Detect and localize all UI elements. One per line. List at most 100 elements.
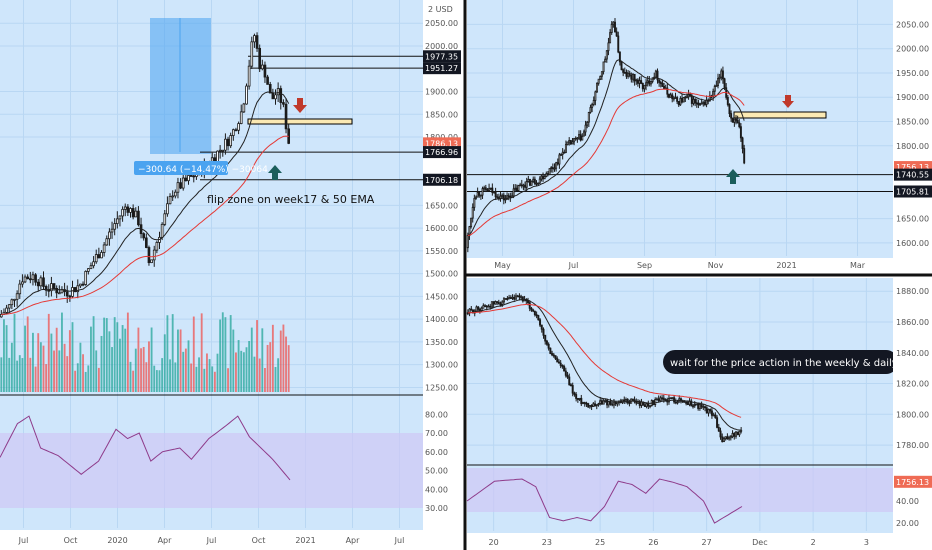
candle-body <box>540 175 543 180</box>
candle-body <box>654 399 657 406</box>
candle-body <box>102 244 106 253</box>
candle-body <box>494 301 497 305</box>
candle-body <box>92 261 95 267</box>
candle-body <box>485 305 488 308</box>
candle-body <box>609 32 612 44</box>
rsi-tick-label: 30.00 <box>425 504 448 513</box>
candle-body <box>142 233 146 239</box>
candle-body <box>502 298 505 303</box>
candle-body <box>690 400 693 407</box>
candle-body <box>671 397 674 400</box>
candle-body <box>700 404 703 408</box>
ema-slow-line <box>1 135 289 315</box>
candle-body <box>671 94 674 100</box>
candle-body <box>632 73 634 80</box>
candle-body <box>506 298 509 300</box>
volume-bar <box>248 341 251 392</box>
price-tag-label: 1786.13 <box>425 139 458 148</box>
candle-body <box>659 82 662 84</box>
candle-body <box>97 254 101 259</box>
candle-body <box>568 376 571 386</box>
volume-bar <box>195 366 198 392</box>
candle-body <box>682 97 685 103</box>
candle-body <box>466 235 469 249</box>
time-tick-label: May <box>494 261 511 270</box>
candle-body <box>113 223 117 230</box>
candle-body <box>553 167 556 170</box>
candle-body <box>705 99 708 105</box>
volume-bar <box>32 332 34 392</box>
right-top-panel-background <box>467 0 893 258</box>
volume-bar <box>16 360 19 392</box>
candle-body <box>538 178 541 184</box>
candle-body <box>192 175 196 178</box>
candle-body <box>724 436 727 440</box>
ema-lines <box>1 59 745 431</box>
candle-body <box>740 429 743 432</box>
volume-bar <box>84 371 87 392</box>
price-tick-label: 2000.00 <box>425 42 458 51</box>
candle-body <box>527 300 530 304</box>
candle-body <box>242 103 246 113</box>
candle-body <box>514 187 517 190</box>
candle-body <box>641 83 644 90</box>
arrow-down-icon <box>782 95 794 108</box>
candle-body <box>645 403 648 407</box>
candle-body <box>271 92 275 100</box>
candle-body <box>595 404 598 407</box>
volume-bar <box>198 357 200 392</box>
candle-body <box>707 409 710 414</box>
candle-body <box>733 118 736 123</box>
price-tick-label: 1860.00 <box>896 318 929 327</box>
volume-bar <box>282 324 285 392</box>
volume-bar <box>211 366 214 392</box>
price-tick-label: 1850.00 <box>896 118 929 127</box>
candle-body <box>599 400 602 405</box>
candle-body <box>568 140 571 143</box>
candle-body <box>488 188 491 191</box>
candle-body <box>7 304 11 309</box>
candle-body <box>702 406 705 409</box>
candle-body <box>493 191 495 193</box>
candle-body <box>260 64 264 70</box>
candle-body <box>475 196 477 199</box>
volume-bar <box>148 341 150 392</box>
candle-body <box>551 167 554 169</box>
candle-body <box>487 305 490 308</box>
candle-body <box>728 104 731 114</box>
price-tick-label: 1550.00 <box>425 247 458 256</box>
candle-body <box>564 370 567 376</box>
candle-body <box>5 307 8 313</box>
candle-body <box>717 78 719 86</box>
candle-body <box>515 187 518 191</box>
price-tick-label: 1780.00 <box>896 441 929 450</box>
candle-body <box>253 35 256 43</box>
candle-body <box>89 265 93 270</box>
candle-body <box>478 308 481 311</box>
candle-body <box>622 69 625 73</box>
time-tick-label: 23 <box>542 538 552 547</box>
volume-bar <box>132 370 135 392</box>
candle-body <box>234 129 238 132</box>
price-tick-label: 1250.00 <box>425 383 458 392</box>
candle-body <box>492 301 495 305</box>
candle-body <box>480 307 483 311</box>
candle-body <box>612 401 615 406</box>
candle-body <box>604 58 607 63</box>
candle-body <box>676 97 679 102</box>
candle-body <box>652 400 655 406</box>
candle-body <box>662 397 665 400</box>
price-tick-label: 1400.00 <box>425 315 458 324</box>
candle-body <box>635 401 638 404</box>
candle-body <box>646 80 649 84</box>
time-tick-label: 2021 <box>295 536 315 545</box>
volume-bar <box>90 326 92 392</box>
volume-bar <box>266 344 269 392</box>
volume-bar <box>245 347 248 392</box>
candle-body <box>616 402 619 405</box>
candle-body <box>571 141 574 145</box>
candle-body <box>709 409 712 412</box>
candle-body <box>684 96 687 99</box>
candle-body <box>42 277 45 287</box>
